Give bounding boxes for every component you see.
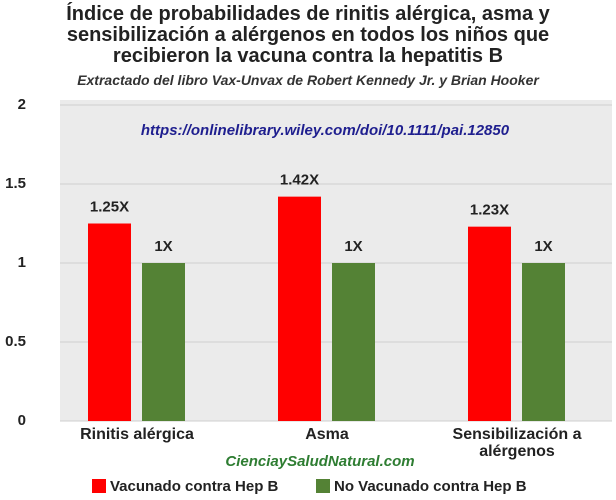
bar xyxy=(468,226,511,421)
bar xyxy=(522,263,565,421)
legend-swatch xyxy=(92,479,106,493)
bar xyxy=(88,223,131,421)
bar xyxy=(332,263,375,421)
x-tick-label: Asma xyxy=(305,426,349,443)
chart-subtitle: Extractado del libro Vax-Unvax de Robert… xyxy=(77,72,539,88)
value-label: 1X xyxy=(534,238,552,255)
x-tick-label: Sensibilización a alérgenos xyxy=(452,426,582,460)
legend-label: Vacunado contra Hep B xyxy=(110,478,279,495)
y-tick-label: 0 xyxy=(18,412,26,429)
bar xyxy=(142,263,185,421)
annotation-source: CienciaySaludNatural.com xyxy=(225,453,414,470)
y-tick-label: 2 xyxy=(18,96,26,113)
legend-swatch xyxy=(316,479,330,493)
x-tick-label: Rinitis alérgica xyxy=(80,426,194,443)
y-tick-label: 0.5 xyxy=(5,333,26,350)
legend-label: No Vacunado contra Hep B xyxy=(334,478,527,495)
y-tick-label: 1 xyxy=(18,254,26,271)
value-label: 1.23X xyxy=(470,202,509,219)
value-label: 1X xyxy=(154,238,172,255)
chart-title: Índice de probabilidades de rinitis alér… xyxy=(66,3,550,67)
y-tick-label: 1.5 xyxy=(5,175,26,192)
bar xyxy=(278,196,321,421)
value-label: 1.42X xyxy=(280,172,319,189)
value-label: 1.25X xyxy=(90,198,129,215)
annotation-url: https://onlinelibrary.wiley.com/doi/10.1… xyxy=(141,122,510,139)
value-label: 1X xyxy=(344,238,362,255)
